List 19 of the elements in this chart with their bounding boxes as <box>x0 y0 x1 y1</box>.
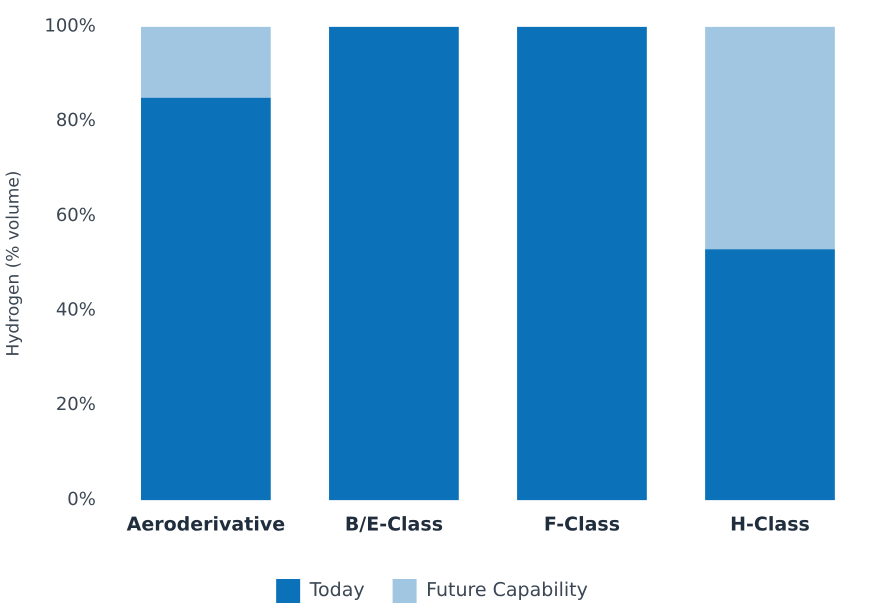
y-tick-label: 60% <box>56 204 96 226</box>
y-tick-label: 40% <box>56 300 96 321</box>
legend-label: Today <box>308 578 365 601</box>
x-tick-label: B/E-Class <box>344 514 444 536</box>
x-tick-label: H-Class <box>730 514 810 536</box>
y-tick-label: 100% <box>44 15 96 36</box>
bar <box>517 26 647 500</box>
x-tick-label: Aeroderivative <box>126 514 286 536</box>
legend-label: Future Capability <box>426 578 588 601</box>
bar <box>705 26 835 250</box>
bar <box>329 26 459 500</box>
y-tick-label: 0% <box>67 488 96 510</box>
bar <box>141 26 271 98</box>
y-tick-label: 20% <box>56 394 96 416</box>
bar <box>705 249 835 500</box>
y-axis-title: Hydrogen (% volume) <box>4 170 24 356</box>
bar <box>141 98 271 500</box>
y-tick-label: 80% <box>56 110 96 132</box>
x-tick-label: F-Class <box>544 514 620 536</box>
